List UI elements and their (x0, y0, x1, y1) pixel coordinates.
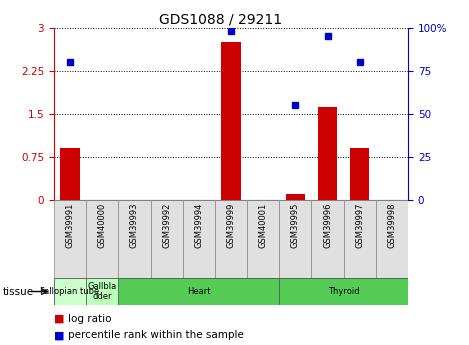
Text: log ratio: log ratio (68, 314, 112, 324)
Bar (54, 278, 86, 305)
Bar (221, 42, 241, 200)
Text: Heart: Heart (187, 287, 211, 296)
Bar (86, 200, 118, 278)
Text: GSM39997: GSM39997 (355, 203, 364, 248)
Bar (86, 278, 118, 305)
Bar (376, 200, 408, 278)
Bar (286, 194, 305, 200)
Text: GSM39994: GSM39994 (194, 203, 203, 248)
Text: GSM39993: GSM39993 (130, 203, 139, 248)
Bar (311, 200, 344, 278)
Bar (118, 200, 151, 278)
Bar (61, 148, 80, 200)
Bar (215, 200, 247, 278)
Bar (118, 278, 279, 305)
Text: GSM40000: GSM40000 (98, 203, 107, 248)
Text: GDS1088 / 29211: GDS1088 / 29211 (159, 12, 282, 26)
Text: GSM39992: GSM39992 (162, 203, 171, 248)
Text: GSM39999: GSM39999 (227, 203, 235, 248)
Bar (279, 278, 408, 305)
Bar (183, 200, 215, 278)
Text: ■: ■ (54, 331, 64, 340)
Bar (279, 200, 311, 278)
Text: GSM39996: GSM39996 (323, 203, 332, 248)
Text: tissue: tissue (2, 287, 33, 296)
Bar (318, 107, 337, 200)
Text: GSM39995: GSM39995 (291, 203, 300, 248)
Bar (350, 148, 370, 200)
Text: GSM39998: GSM39998 (387, 203, 396, 248)
Text: GSM40001: GSM40001 (259, 203, 268, 248)
Bar (247, 200, 279, 278)
Text: percentile rank within the sample: percentile rank within the sample (68, 331, 244, 340)
Text: Fallopian tube: Fallopian tube (40, 287, 99, 296)
Text: Gallbla
dder: Gallbla dder (88, 282, 117, 301)
Text: Thyroid: Thyroid (328, 287, 359, 296)
Bar (344, 200, 376, 278)
Bar (54, 200, 86, 278)
Text: GSM39991: GSM39991 (66, 203, 75, 248)
Bar (151, 200, 183, 278)
Text: ■: ■ (54, 314, 64, 324)
